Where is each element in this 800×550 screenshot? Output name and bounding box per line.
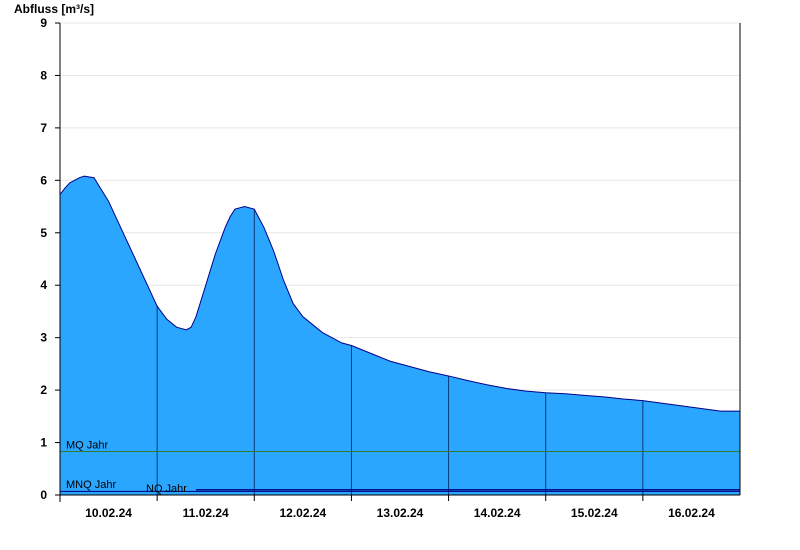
discharge-line: [59, 175, 740, 412]
y-tick-label: 7: [40, 121, 47, 135]
mnq-label: MNQ Jahr: [66, 479, 116, 491]
y-tick-label: 9: [40, 16, 47, 30]
y-tick-label: 2: [40, 383, 47, 397]
y-tick-label: 3: [40, 331, 47, 345]
nq-label: NQ Jahr: [146, 483, 187, 495]
day-boundary-lines: [156, 209, 644, 495]
x-tick-label: 14.02.24: [474, 506, 521, 520]
y-tick-label: 6: [40, 173, 47, 187]
discharge-area: [60, 176, 740, 496]
x-tick-label: 10.02.24: [85, 506, 132, 520]
x-tick-label: 12.02.24: [279, 506, 326, 520]
y-tick-label: 1: [40, 436, 47, 450]
x-tick-label: 13.02.24: [377, 506, 424, 520]
x-tick-label: 16.02.24: [668, 506, 715, 520]
y-tick-label: 5: [40, 226, 47, 240]
axes: [55, 23, 741, 502]
reference-lines: MQ Jahr MNQ Jahr NQ Jahr: [60, 439, 740, 495]
y-axis-label: Abfluss [m³/s]: [14, 2, 94, 16]
x-tick-label: 11.02.24: [183, 506, 229, 520]
y-tick-label: 8: [40, 68, 47, 82]
y-tick-label: 4: [40, 278, 47, 292]
mq-label: MQ Jahr: [66, 439, 109, 451]
x-tick-label: 15.02.24: [571, 506, 618, 520]
y-tick-label: 0: [40, 488, 47, 502]
ticks: 0 1 2 3 4 5 6 7 8 9 10.02.24 11.02.24 12.02.24 13.02.…: [40, 16, 715, 520]
